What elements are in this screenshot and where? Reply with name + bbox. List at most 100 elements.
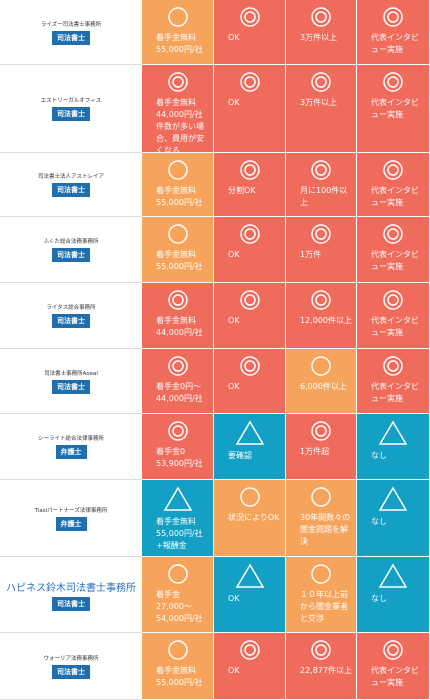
- profession-badge: 弁護士: [55, 445, 87, 459]
- rating-cell: OK: [214, 65, 286, 153]
- rating-symbol: [235, 563, 264, 588]
- cell-text: 分割OK: [228, 186, 256, 195]
- rating-symbol: [239, 290, 260, 310]
- rating-cell: 1万件超: [286, 414, 357, 480]
- rating-symbol: [311, 160, 331, 180]
- rating-cell: 着手金無料 44,000円/社: [142, 283, 214, 349]
- office-cell: ウォーリア法務事務所 司法書士: [0, 633, 142, 700]
- rating-cell: 代表インタビュー実施: [357, 153, 430, 217]
- cell-text: 状況によりOK: [228, 513, 280, 522]
- cell-text: なし: [371, 517, 387, 526]
- cell-text: OK: [228, 33, 240, 42]
- rating-cell: 代表インタビュー実施: [357, 633, 430, 700]
- rating-symbol: [311, 421, 331, 441]
- cell-text: 着手金無料 44,000円/社: [156, 316, 203, 337]
- cell-text: OK: [228, 250, 240, 259]
- cell-text: 30年間数々の闇金問題を解決: [300, 513, 351, 546]
- office-name: エストリーガルオフィス: [40, 98, 102, 104]
- rating-cell: 代表インタビュー実施: [357, 349, 430, 414]
- cell-text: 着手金0 53,900円/社: [156, 447, 203, 468]
- rating-symbol: [167, 640, 188, 660]
- cell-text: 1万件: [300, 250, 322, 259]
- rating-cell: 要確認: [214, 414, 286, 480]
- profession-badge: 司法書士: [52, 107, 90, 121]
- rating-cell: 代表インタビュー実施: [357, 0, 430, 65]
- cell-text: 着手金無料 55,000円/社: [156, 186, 203, 207]
- office-cell: Tiaslパートナーズ法律事務所弁護士: [0, 480, 142, 557]
- rating-symbol: [167, 564, 188, 584]
- cell-text: 要確認: [228, 451, 252, 460]
- rating-cell: 着手金 27,000〜54,000円/社: [142, 557, 214, 633]
- cell-text: 代表インタビュー実施: [371, 186, 419, 207]
- rating-symbol: [167, 7, 188, 27]
- rating-symbol: [167, 72, 188, 92]
- cell-text: 着手金無料 55,000円/社: [156, 666, 203, 687]
- rating-symbol: [163, 486, 192, 511]
- cell-text: 代表インタビュー実施: [371, 382, 419, 403]
- cell-text: 着手金無料 44,000円/社 件数が多い場合、費用が安くなる: [156, 98, 204, 155]
- office-cell: ハピネス鈴木司法書士事務所 司法書士: [0, 557, 142, 633]
- rating-symbol: [383, 356, 403, 376]
- rating-cell: OK: [214, 557, 286, 633]
- rating-symbol: [311, 7, 331, 27]
- rating-cell: 着手金無料 55,000円/社: [142, 217, 214, 283]
- cell-text: 3万件以上: [300, 33, 338, 42]
- rating-symbol: [239, 160, 260, 180]
- rating-symbol: [378, 486, 408, 511]
- rating-symbol: [311, 487, 331, 507]
- office-cell: 司法書士法人アストレイア司法書士: [0, 153, 142, 217]
- rating-symbol: [239, 487, 260, 507]
- rating-symbol: [311, 564, 331, 584]
- rating-cell: OK: [214, 0, 286, 65]
- rating-cell: 6,000件以上: [286, 349, 357, 414]
- rating-symbol: [378, 563, 408, 588]
- profession-badge: 司法書士: [52, 183, 90, 197]
- rating-cell: １０年以上前から闇金業者と交渉: [286, 557, 357, 633]
- rating-symbol: [383, 7, 403, 27]
- rating-cell: OK: [214, 349, 286, 414]
- rating-symbol: [383, 160, 403, 180]
- rating-symbol: [239, 640, 260, 660]
- office-cell: ふくた総合法務事務所 司法書士: [0, 217, 142, 283]
- office-name: 司法書士法人アストレイア: [37, 174, 104, 180]
- rating-symbol: [311, 290, 331, 310]
- office-name: シーライト総合法律事務所: [37, 436, 104, 442]
- rating-cell: 状況によりOK: [214, 480, 286, 557]
- rating-cell: 3万件以上: [286, 65, 357, 153]
- rating-cell: 着手金無料 55,000円/社+報酬金: [142, 480, 214, 557]
- office-name: 司法書士事務所Aoeal: [44, 370, 98, 377]
- rating-cell: 12,000件以上: [286, 283, 357, 349]
- cell-text: 代表インタビュー実施: [371, 98, 419, 119]
- rating-cell: 代表インタビュー実施: [357, 65, 430, 153]
- rating-cell: OK: [214, 283, 286, 349]
- cell-text: 代表インタビュー実施: [371, 33, 419, 54]
- rating-symbol: [167, 356, 188, 376]
- rating-symbol: [311, 356, 331, 376]
- profession-badge: 弁護士: [55, 516, 87, 531]
- rating-symbol: [383, 640, 403, 660]
- rating-cell: 着手金無料 55,000円/社: [142, 153, 214, 217]
- rating-symbol: [239, 356, 260, 376]
- rating-symbol: [311, 72, 331, 92]
- rating-cell: 代表インタビュー実施: [357, 217, 430, 283]
- rating-symbol: [239, 7, 260, 27]
- cell-text: 着手金無料 55,000円/社: [156, 33, 203, 54]
- cell-text: 着手金無料 55,000円/社: [156, 250, 203, 271]
- rating-cell: 3万件以上: [286, 0, 357, 65]
- rating-cell: 30年間数々の闇金問題を解決: [286, 480, 357, 557]
- rating-cell: 月に100件以上: [286, 153, 357, 217]
- office-name: Tiaslパートナーズ法律事務所: [34, 507, 108, 514]
- office-name: ハピネス鈴木司法書士事務所: [6, 582, 136, 594]
- profession-badge: 司法書士: [52, 248, 90, 262]
- profession-badge: 司法書士: [52, 314, 90, 328]
- office-cell: 司法書士事務所Aoeal 司法書士: [0, 349, 142, 414]
- rating-cell: 着手金無料 55,000円/社: [142, 633, 214, 700]
- rating-symbol: [239, 224, 260, 244]
- rating-symbol: [383, 224, 403, 244]
- cell-text: OK: [228, 316, 240, 325]
- rating-cell: 着手金0円〜44,000円/社: [142, 349, 214, 414]
- cell-text: OK: [228, 594, 240, 603]
- cell-text: なし: [371, 594, 387, 603]
- rating-symbol: [383, 290, 403, 310]
